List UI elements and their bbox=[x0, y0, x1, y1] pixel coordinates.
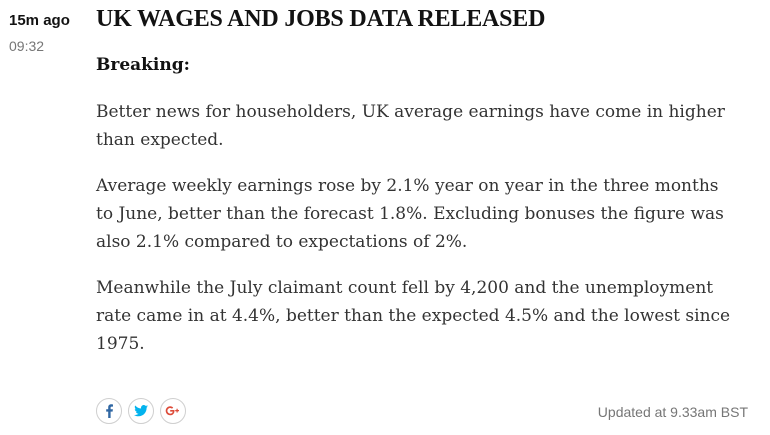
share-google-plus-button[interactable] bbox=[160, 398, 186, 424]
entry-paragraph: Average weekly earnings rose by 2.1% yea… bbox=[96, 176, 724, 252]
timestamp: 09:32 bbox=[9, 38, 45, 54]
share-twitter-button[interactable] bbox=[128, 398, 154, 424]
entry-paragraph: Meanwhile the July claimant count fell b… bbox=[96, 278, 731, 354]
entry-footer: Updated at 9.33am BST bbox=[96, 398, 748, 428]
entry-headline: UK WAGES AND JOBS DATA RELEASED bbox=[96, 6, 546, 32]
time-ago[interactable]: 15m ago bbox=[9, 12, 70, 29]
entry-content: UK WAGES AND JOBS DATA RELEASED Breaking… bbox=[96, 4, 760, 358]
share-facebook-button[interactable] bbox=[96, 398, 122, 424]
entry-paragraph: Better news for householders, UK average… bbox=[96, 102, 725, 150]
breaking-label: Breaking: bbox=[96, 55, 190, 75]
google-plus-icon bbox=[165, 405, 181, 417]
updated-time: Updated at 9.33am BST bbox=[597, 404, 748, 420]
entry-meta: 15m ago 09:32 bbox=[9, 10, 87, 56]
share-buttons bbox=[96, 398, 186, 424]
twitter-icon bbox=[134, 405, 148, 417]
facebook-icon bbox=[103, 404, 115, 418]
